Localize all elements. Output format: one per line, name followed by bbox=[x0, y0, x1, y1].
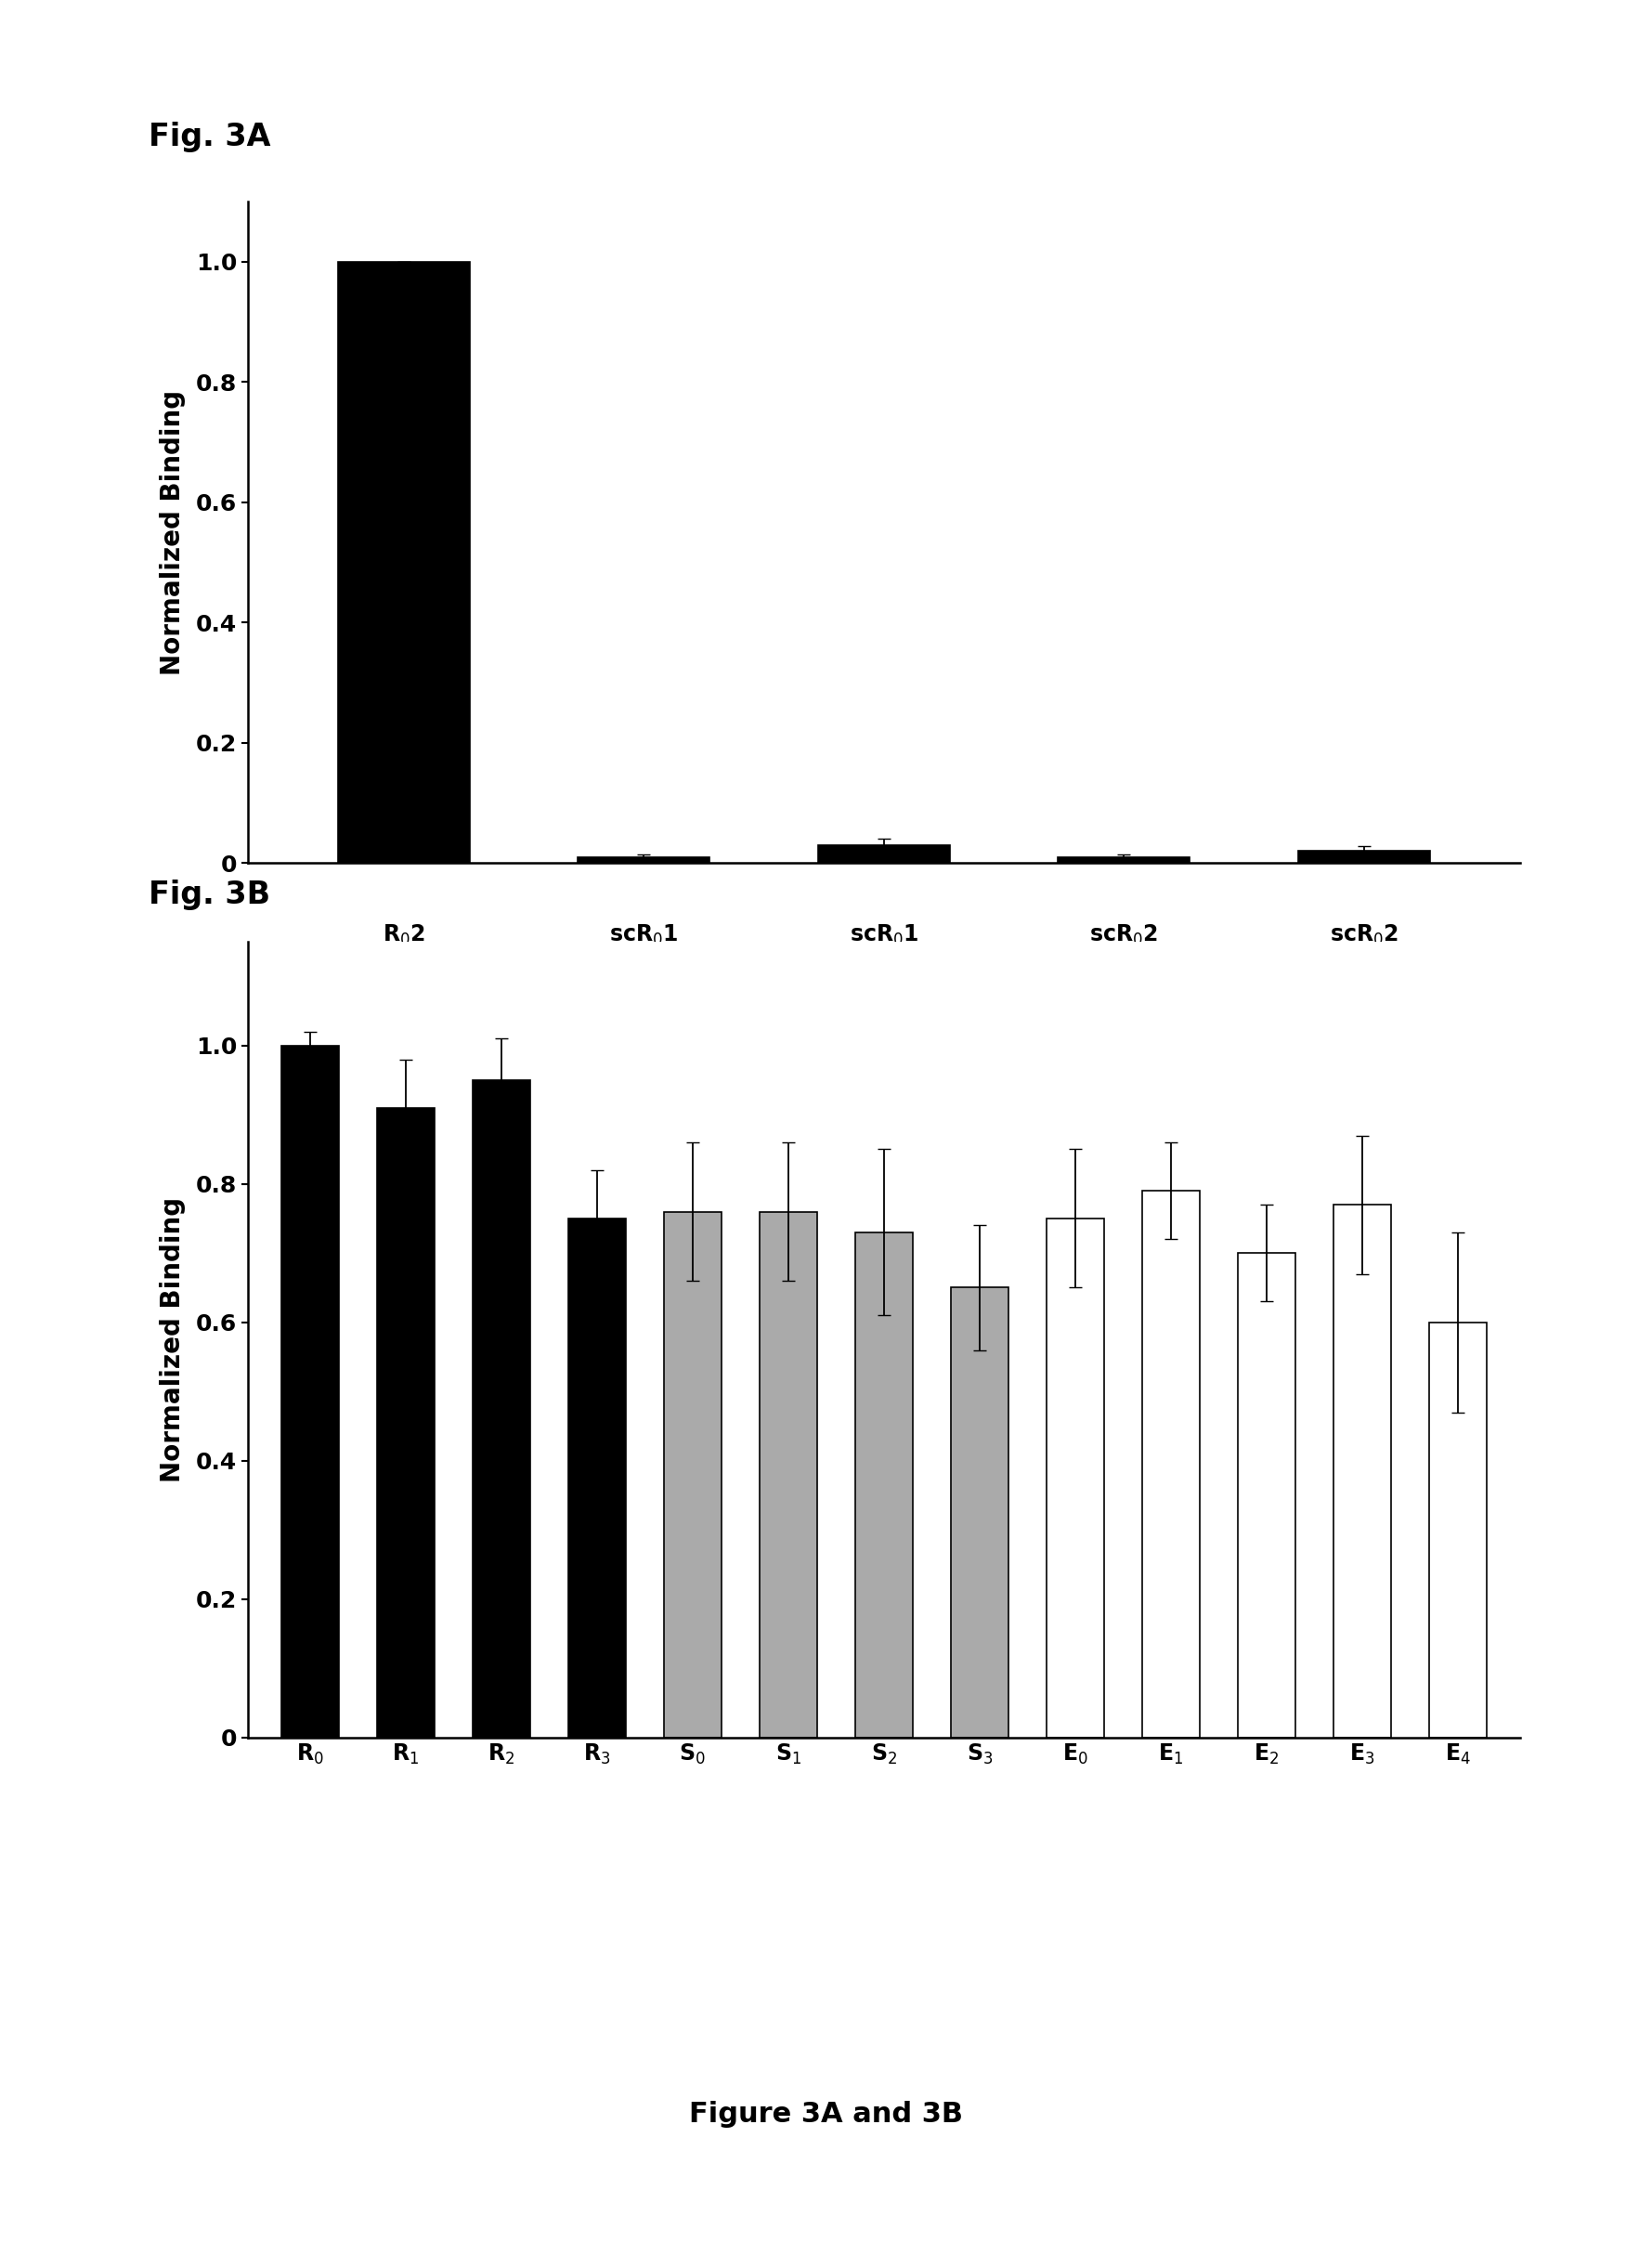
Bar bbox=[337, 262, 469, 863]
Text: 300: 300 bbox=[1341, 995, 1386, 1013]
Y-axis label: Normalized Binding: Normalized Binding bbox=[159, 1197, 185, 1482]
Bar bbox=[760, 1211, 816, 1738]
Bar bbox=[664, 1211, 722, 1738]
Text: Fig. 3A: Fig. 3A bbox=[149, 121, 271, 152]
Text: Fig. 3B: Fig. 3B bbox=[149, 879, 271, 910]
Text: R$_0$2: R$_0$2 bbox=[382, 924, 425, 946]
Bar bbox=[472, 1081, 530, 1738]
Bar bbox=[377, 1108, 434, 1738]
Bar bbox=[1298, 852, 1431, 863]
Bar bbox=[578, 856, 710, 863]
Bar bbox=[952, 1287, 1008, 1738]
Text: $\alpha_v\beta_6$ [nM]: $\alpha_v\beta_6$ [nM] bbox=[824, 1072, 943, 1099]
Bar bbox=[856, 1233, 912, 1738]
Bar bbox=[568, 1217, 626, 1738]
Bar bbox=[1057, 856, 1189, 863]
Bar bbox=[1237, 1253, 1295, 1738]
Text: scR$_0$1: scR$_0$1 bbox=[849, 924, 919, 946]
Text: scR$_0$2: scR$_0$2 bbox=[1089, 924, 1158, 946]
Bar bbox=[1333, 1204, 1391, 1738]
Text: 1: 1 bbox=[396, 995, 411, 1013]
Bar bbox=[1142, 1191, 1199, 1738]
Text: 100: 100 bbox=[1102, 995, 1145, 1013]
Bar bbox=[281, 1045, 339, 1738]
Bar bbox=[818, 845, 950, 863]
Bar bbox=[1046, 1217, 1104, 1738]
Text: 300: 300 bbox=[862, 995, 905, 1013]
Bar bbox=[1429, 1323, 1487, 1738]
Text: Figure 3A and 3B: Figure 3A and 3B bbox=[689, 2101, 963, 2128]
Text: 100: 100 bbox=[623, 995, 666, 1013]
Y-axis label: Normalized Binding: Normalized Binding bbox=[159, 390, 185, 675]
Text: scR$_0$1: scR$_0$1 bbox=[610, 924, 679, 946]
Text: scR$_0$2: scR$_0$2 bbox=[1330, 924, 1398, 946]
